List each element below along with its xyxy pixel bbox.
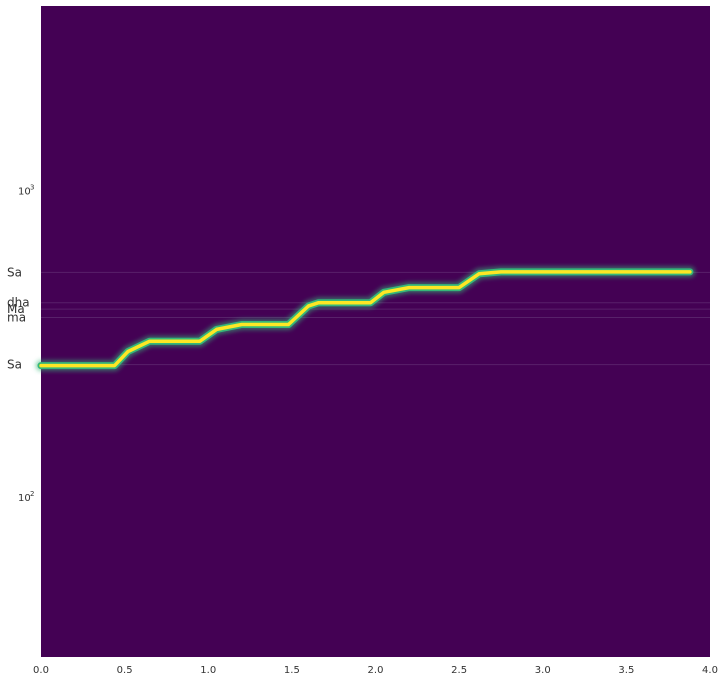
pitch-track (35, 266, 696, 372)
pitch-track-core (39, 270, 692, 368)
x-tick-label: 0.5 (117, 665, 133, 676)
x-tick-label: 1.0 (200, 665, 216, 676)
reference-label-sa: Sa (7, 358, 22, 372)
y-tick-exponent: 2 (30, 490, 34, 498)
x-tick-label: 3.0 (535, 665, 551, 676)
plot-area (41, 6, 710, 657)
y-tick-exponent: 3 (30, 183, 34, 191)
y-tick-label: 10 3 (18, 183, 34, 197)
y-tick-label: 10 2 (18, 490, 34, 504)
x-tick-label: 1.5 (284, 665, 300, 676)
x-tick-label: 4.0 (702, 665, 718, 676)
reference-label-dha: dha (7, 296, 30, 310)
reference-label-ma: Ma (7, 302, 25, 316)
reference-label-ma: ma (7, 310, 26, 324)
x-tick-label: 3.5 (618, 665, 634, 676)
x-axis-ticks: 0.0 0.5 1.0 1.5 2.0 2.5 3.0 3.5 4.0 (33, 665, 718, 676)
y-tick-base: 10 (18, 186, 31, 197)
reference-label-sa: Sa (7, 265, 22, 279)
x-tick-label: 0.0 (33, 665, 49, 676)
y-tick-base: 10 (18, 493, 31, 504)
x-tick-label: 2.5 (451, 665, 467, 676)
x-tick-label: 2.0 (368, 665, 384, 676)
